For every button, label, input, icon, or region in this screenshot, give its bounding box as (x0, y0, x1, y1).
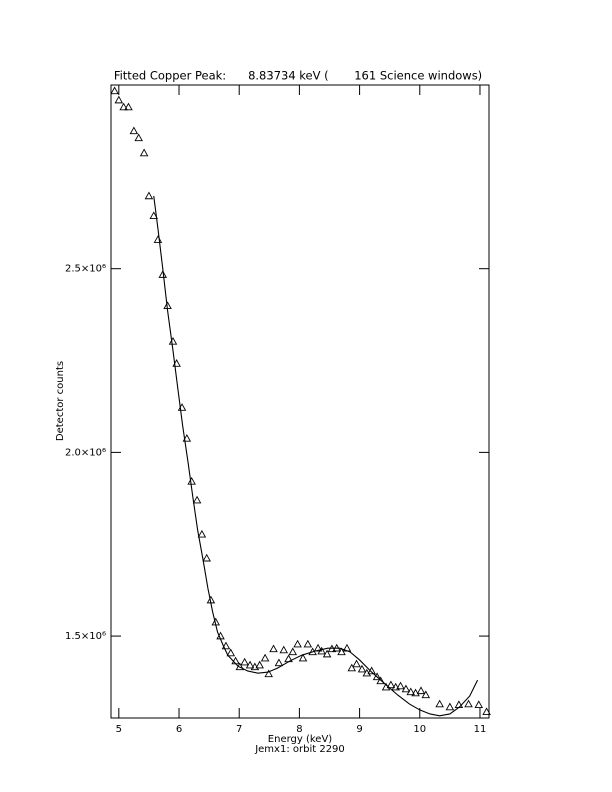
chart-title: Fitted Copper Peak: 8.83734 keV ( 161 Sc… (114, 69, 482, 83)
data-point (401, 684, 411, 693)
data-point (139, 148, 149, 157)
y-tick-label: 1.5×10⁶ (65, 631, 106, 642)
data-point (149, 211, 159, 220)
data-point (264, 669, 273, 678)
data-point (134, 133, 143, 142)
data-point (421, 690, 431, 699)
data-point (240, 657, 249, 666)
data-point (269, 644, 278, 653)
data-point (482, 707, 491, 716)
data-point (221, 641, 231, 650)
data-point (202, 553, 211, 562)
data-point (255, 660, 264, 669)
data-point (406, 687, 416, 696)
data-point (245, 660, 255, 669)
data-point (110, 86, 119, 95)
data-point (376, 676, 385, 685)
data-point (168, 337, 178, 345)
data-point (144, 191, 154, 200)
data-point (260, 653, 270, 662)
data-point (114, 95, 124, 104)
data-point (357, 664, 367, 673)
data-point (464, 699, 473, 708)
data-point (411, 688, 420, 697)
x-tick-label: 5 (116, 724, 122, 735)
data-point (274, 658, 284, 667)
x-axis-label: Energy (keV) (268, 734, 333, 745)
data-point (337, 647, 346, 656)
data-point (386, 680, 396, 689)
data-point (435, 699, 444, 708)
data-point (182, 433, 192, 442)
data-point (119, 102, 128, 111)
data-point (396, 681, 405, 690)
data-point (322, 649, 332, 658)
plot-frame (110, 84, 490, 719)
x-tick-label: 7 (236, 724, 242, 735)
x-tick-label: 6 (176, 724, 182, 735)
x-tick-label: 8 (296, 724, 302, 735)
data-point (288, 647, 298, 656)
data-point (391, 682, 400, 691)
data-point (124, 102, 133, 111)
y-axis-label: Detector counts (55, 361, 66, 441)
data-point (158, 270, 168, 278)
data-point (129, 126, 139, 135)
data-point (347, 663, 357, 672)
x-tick-label: 11 (474, 724, 487, 735)
data-point (226, 648, 236, 657)
x-tick-label: 9 (356, 724, 362, 735)
data-point (445, 702, 455, 711)
data-point (298, 653, 308, 662)
y-tick-label: 2.5×10⁶ (65, 264, 106, 275)
y-tick-label: 2.0×10⁶ (65, 447, 106, 458)
subtitle: Jemx1: orbit 2290 (254, 744, 345, 755)
data-point (187, 476, 196, 485)
data-point (352, 659, 361, 668)
fit-line (153, 195, 479, 717)
data-point (317, 646, 326, 655)
data-point (416, 686, 426, 695)
data-point (474, 700, 484, 709)
data-point (197, 529, 207, 538)
data-point (293, 639, 302, 648)
data-point (372, 672, 382, 681)
data-point (367, 666, 376, 675)
data-point (153, 235, 163, 243)
x-tick-label: 10 (413, 724, 426, 735)
data-point (279, 645, 289, 654)
data-point (303, 639, 313, 648)
data-point (192, 495, 202, 504)
